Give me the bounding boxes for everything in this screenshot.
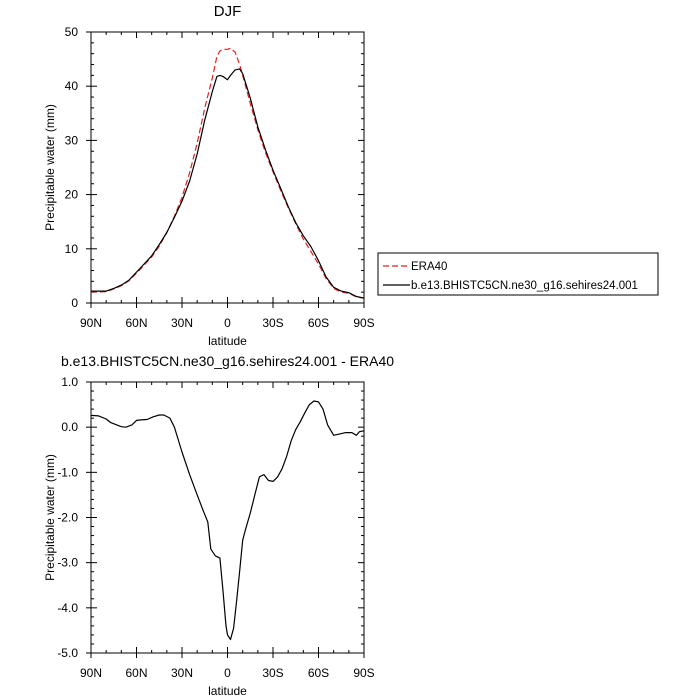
top-panel-djf: DJF 90N 60N 30N 0 30S 60S 90S 0 10 20 30 40 50 latitud… [43, 3, 659, 348]
x-tick-label: 60S [308, 666, 329, 680]
y-tick-label: -3.0 [57, 556, 78, 570]
x-tick-label: 90N [80, 316, 102, 330]
y-tick-label: 30 [65, 133, 79, 147]
x-axis-label: latitude [208, 684, 247, 698]
difference-line [90, 400, 365, 641]
x-tick-label: 90S [353, 316, 374, 330]
x-tick-label: 30S [262, 666, 283, 680]
legend-label-1: b.e13.BHISTC5CN.ne30_g16.sehires24.001 [411, 280, 638, 292]
y-tick-label: -4.0 [57, 601, 78, 615]
y-tick-label: 0 [71, 296, 78, 310]
x-axis-label: latitude [208, 334, 247, 348]
x-tick-label: 90N [80, 666, 102, 680]
y-tick-label: 50 [65, 25, 79, 39]
x-tick-label: 0 [224, 316, 231, 330]
y-tick-label: -1.0 [57, 465, 78, 479]
y-tick-label: 10 [65, 242, 79, 256]
legend: ERA40 b.e13.BHISTC5CN.ne30_g16.sehires24.… [377, 252, 659, 296]
plot-frame [90, 381, 365, 654]
x-tick-label: 30N [171, 316, 193, 330]
y-tick-label: 0.0 [61, 420, 78, 434]
x-tick-label: 30N [171, 666, 193, 680]
series-line-1 [91, 68, 365, 299]
y-axis-label: Precipitable water (mm) [43, 104, 57, 231]
legend-box [377, 252, 659, 296]
x-tick-label: 30S [262, 316, 283, 330]
x-tick-label: 90S [353, 666, 374, 680]
y-axis-label: Precipitable water (mm) [43, 454, 57, 581]
chart-title: b.e13.BHISTC5CN.ne30_g16.sehires24.001 -… [61, 353, 394, 369]
chart-title: DJF [214, 3, 242, 20]
y-tick-label: -5.0 [57, 646, 78, 660]
x-tick-label: 60N [125, 666, 147, 680]
y-tick-label: 1.0 [61, 375, 78, 389]
x-tick-label: 60N [125, 316, 147, 330]
series-line-0 [90, 47, 365, 299]
y-tick-label: 40 [65, 79, 79, 93]
y-tick-label: 20 [65, 188, 79, 202]
bottom-panel-difference: b.e13.BHISTC5CN.ne30_g16.sehires24.001 -… [43, 353, 394, 698]
x-tick-label: 60S [308, 316, 329, 330]
x-tick-label: 0 [224, 666, 231, 680]
y-tick-label: -2.0 [57, 511, 78, 525]
plot-frame [90, 31, 365, 304]
legend-label-0: ERA40 [411, 261, 447, 273]
